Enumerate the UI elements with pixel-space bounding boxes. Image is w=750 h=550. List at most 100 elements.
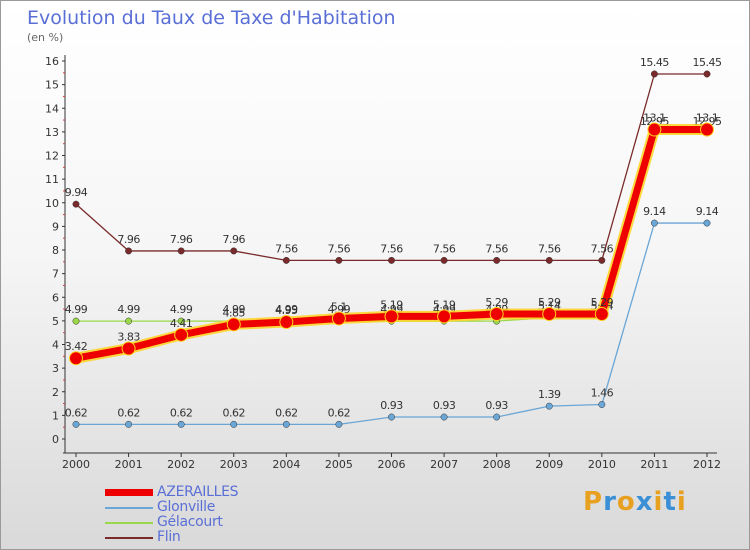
y-tick-label: 3 [52, 362, 59, 375]
series-glonville-data-label: 0.62 [223, 406, 246, 419]
series-azerailles-point [489, 307, 504, 322]
series-azerailles-point [647, 122, 662, 137]
y-tick-label: 10 [45, 197, 59, 210]
series-g-lacourt-data-label: 4.99 [223, 303, 246, 316]
series-azerailles-data-label: 3.83 [117, 331, 140, 344]
series-flin-data-label: 7.96 [223, 233, 246, 246]
series-flin-data-label: 7.96 [170, 233, 193, 246]
series-glonville-point [703, 219, 711, 227]
series-flin-point [703, 70, 711, 78]
series-azerailles-point [700, 122, 714, 137]
series-flin-data-label: 7.56 [538, 242, 561, 255]
logo-letter: r [603, 487, 617, 517]
x-tick-label: 2006 [378, 458, 406, 471]
series-azerailles-data-label: 5.29 [538, 296, 561, 309]
y-tick-label: 16 [45, 55, 59, 68]
series-glonville-point [493, 413, 501, 421]
x-tick-label: 2007 [430, 458, 458, 471]
series-flin-point [125, 247, 133, 255]
series-flin-point [388, 256, 395, 264]
x-tick-label: 2008 [483, 458, 511, 471]
series-flin-data-label: 15.45 [640, 56, 669, 69]
series-flin-data-label: 7.56 [275, 242, 298, 255]
legend-swatch [105, 537, 153, 539]
x-tick-label: 2000 [62, 458, 90, 471]
series-glonville-point [545, 402, 553, 410]
series-glonville-data-label: 0.62 [170, 406, 193, 419]
series-azerailles-point [174, 327, 189, 342]
x-tick-label: 2004 [272, 458, 300, 471]
series-azerailles-data-label: 5.1 [331, 301, 347, 314]
series-glonville-point [388, 413, 395, 421]
series-flin-data-label: 9.94 [65, 186, 88, 199]
series-glonville-data-label: 0.62 [117, 406, 140, 419]
series-flin-data-label: 7.56 [433, 242, 456, 255]
series-azerailles-data-label: 5.29 [591, 296, 614, 309]
series-flin-data-label: 7.56 [485, 242, 508, 255]
legend-label: Glonville [157, 499, 216, 515]
series-g-lacourt-point [125, 317, 133, 325]
series-flin-data-label: 7.56 [328, 242, 351, 255]
series-glonville-data-label: 0.62 [65, 406, 88, 419]
series-azerailles-data-label: 13.1 [696, 112, 719, 125]
series-azerailles-data-label: 5.29 [485, 296, 508, 309]
logo-letter: x [635, 487, 654, 517]
series-azerailles-point [279, 315, 294, 330]
x-tick-label: 2011 [640, 458, 668, 471]
series-azerailles-data-label: 13.1 [643, 112, 666, 125]
series-azerailles-data-label: 4.95 [275, 304, 298, 317]
series-g-lacourt-point [177, 317, 185, 325]
series-azerailles-point [121, 341, 136, 356]
series-glonville-point [335, 420, 343, 428]
series-glonville-point [177, 420, 185, 428]
series-azerailles-data-label: 4.41 [170, 317, 193, 330]
chart-title: Evolution du Taux de Taxe d'Habitation [27, 7, 396, 29]
series-azerailles-point [384, 309, 399, 324]
legend-item: Gélacourt [105, 514, 365, 530]
proxiti-logo: Proxiti [583, 487, 687, 517]
series-g-lacourt-data-label: 4.99 [275, 303, 298, 316]
series-azerailles-point [331, 311, 346, 326]
series-azerailles-point [542, 307, 557, 322]
y-tick-label: 1 [52, 409, 59, 422]
series-g-lacourt-point [72, 317, 80, 325]
series-glonville-data-label: 9.14 [643, 205, 666, 218]
series-g-lacourt-data-label: 4.99 [65, 303, 88, 316]
y-tick-label: 12 [45, 150, 59, 163]
logo-letter: i [653, 487, 664, 517]
legend-swatch [105, 489, 153, 496]
chart-subtitle: (en %) [27, 31, 64, 44]
x-tick-label: 2002 [167, 458, 195, 471]
logo-letter: t [663, 487, 677, 517]
series-glonville-data-label: 0.62 [328, 406, 351, 419]
series-flin-data-label: 7.56 [380, 242, 403, 255]
series-flin-point [282, 256, 290, 264]
logo-letter: i [676, 487, 687, 517]
series-flin-data-label: 7.56 [591, 242, 614, 255]
y-tick-label: 7 [52, 268, 59, 281]
series-glonville-point [598, 401, 606, 408]
series-flin-point [650, 70, 658, 78]
series-glonville-point [282, 420, 290, 428]
series-azerailles-data-label: 5.19 [433, 298, 456, 311]
series-azerailles-point [226, 317, 241, 332]
series-g-lacourt-data-label: 4.99 [170, 303, 193, 316]
series-flin-point [493, 256, 501, 264]
series-glonville-data-label: 0.93 [433, 399, 456, 412]
series-flin-data-label: 7.96 [117, 233, 140, 246]
series-flin-point [335, 256, 343, 264]
series-flin-point [72, 200, 80, 208]
legend-swatch [105, 522, 153, 524]
series-glonville-data-label: 0.93 [485, 399, 508, 412]
series-azerailles-point [594, 307, 609, 322]
y-tick-label: 5 [52, 315, 59, 328]
series-glonville-data-label: 9.14 [696, 205, 719, 218]
y-tick-label: 4 [52, 339, 59, 352]
x-tick-label: 2001 [115, 458, 143, 471]
series-glonville-data-label: 0.62 [275, 406, 298, 419]
legend-item: Flin [105, 529, 365, 545]
x-tick-label: 2005 [325, 458, 353, 471]
x-tick-label: 2003 [220, 458, 248, 471]
